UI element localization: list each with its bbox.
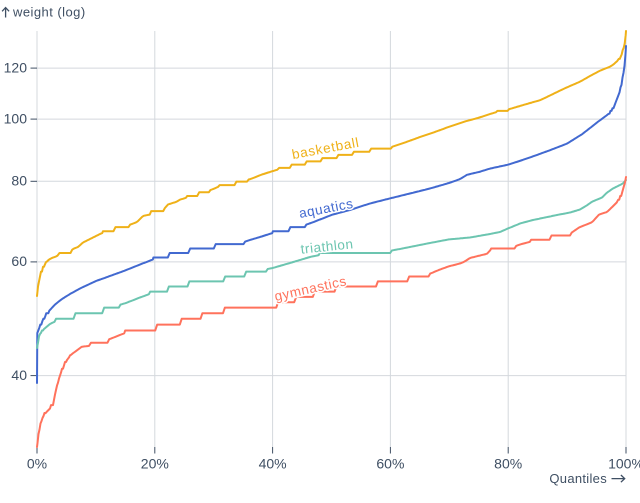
svg-text:weight (log): weight (log) — [12, 5, 86, 20]
svg-text:40: 40 — [11, 367, 27, 383]
svg-text:100%: 100% — [608, 456, 640, 472]
svg-text:80: 80 — [11, 173, 27, 189]
svg-text:80%: 80% — [494, 456, 522, 472]
svg-text:120: 120 — [4, 59, 28, 75]
svg-text:Quantiles: Quantiles — [549, 471, 607, 486]
svg-text:60: 60 — [11, 253, 27, 269]
svg-text:gymnastics: gymnastics — [273, 273, 348, 304]
svg-text:100: 100 — [4, 110, 28, 126]
svg-text:40%: 40% — [259, 456, 287, 472]
svg-text:20%: 20% — [141, 456, 169, 472]
svg-text:0%: 0% — [27, 456, 47, 472]
svg-text:triathlon: triathlon — [300, 236, 354, 256]
svg-text:60%: 60% — [376, 456, 404, 472]
